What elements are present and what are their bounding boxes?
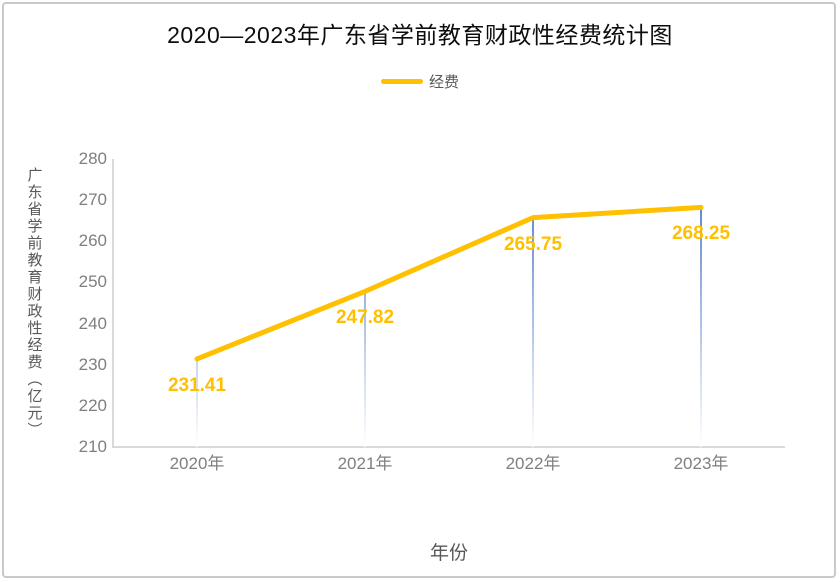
- y-tick-label: 260: [78, 231, 107, 251]
- y-tick-label: 240: [78, 313, 107, 333]
- y-tick-label: 230: [78, 354, 107, 374]
- series-line: [194, 204, 704, 362]
- y-tick-label: 280: [78, 149, 107, 168]
- data-point-label: 231.41: [167, 374, 227, 396]
- x-tick-label: 2021年: [337, 454, 393, 473]
- x-axis-title: 年份: [429, 543, 468, 564]
- data-point-label: 265.75: [503, 233, 563, 255]
- y-tick-label: 250: [78, 272, 107, 292]
- data-point-label: 268.25: [671, 223, 731, 245]
- y-axis-title-text: 广东省学前教育财政性经费（亿元）: [25, 167, 43, 439]
- data-point-label: 247.82: [335, 307, 395, 329]
- axis-lines: [112, 159, 785, 448]
- y-axis-title: 广东省学前教育财政性经费（亿元）: [20, 159, 48, 447]
- legend[interactable]: 经费: [0, 70, 840, 92]
- x-tick-label: 2023年: [673, 454, 729, 473]
- drop-lines-group: [196, 207, 702, 447]
- x-tick-label: 2022年: [505, 454, 561, 473]
- legend-label: 经费: [428, 73, 459, 91]
- legend-line-marker: [380, 78, 423, 84]
- y-tick-label: 270: [78, 190, 107, 210]
- x-tick-label: 2020年: [169, 454, 225, 473]
- y-tick-label: 220: [78, 395, 107, 415]
- chart-title: 2020—2023年广东省学前教育财政性经费统计图: [167, 22, 673, 48]
- y-tick-label: 210: [78, 437, 107, 456]
